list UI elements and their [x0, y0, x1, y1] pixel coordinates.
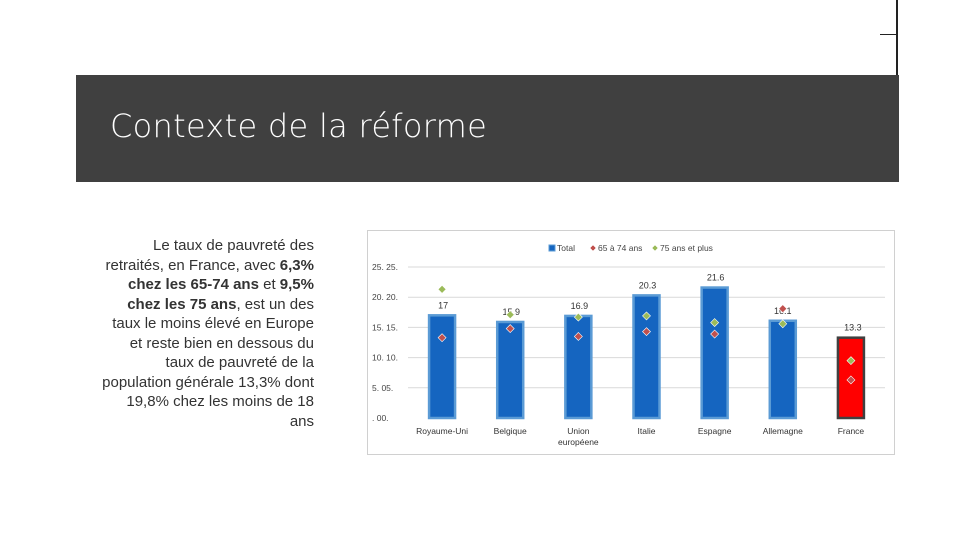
category-label: Union	[567, 426, 589, 436]
marker-65-74	[642, 327, 651, 337]
bar	[564, 314, 593, 420]
category-label: Royaume-Uni	[416, 426, 468, 436]
category-label: Belgique	[494, 426, 527, 436]
category-label: France	[838, 426, 865, 436]
marker-65-74	[778, 304, 788, 314]
chart-frame: 25. 25. 20. 20. 15. 15. 10. 10. 5. 05. . 00. T…	[367, 230, 895, 455]
body-text-bold-75: 9,5% chez les 75 ans	[127, 276, 314, 313]
category-label: Espagne	[698, 426, 732, 436]
y-tick-label: 5. 05.	[372, 383, 393, 393]
category-label: Italie	[638, 426, 656, 436]
marker-75-plus	[642, 311, 651, 321]
body-text-bold-65-74: 6,3% chez les 65-74 ans	[128, 256, 314, 294]
legend-marker	[589, 244, 597, 252]
marker-75-plus	[437, 284, 447, 294]
data-label: 20.3	[639, 280, 657, 290]
body-text-part-3: et	[258, 276, 280, 293]
y-tick-label: 15. 15.	[372, 322, 398, 332]
legend-label: Total	[557, 243, 575, 253]
marker-65-74	[846, 375, 856, 385]
data-label: 16.9	[571, 301, 589, 311]
marker-75-plus	[573, 312, 583, 322]
y-tick-label: 20. 20.	[372, 292, 398, 302]
bar	[700, 286, 729, 420]
y-tick-label: 10. 10.	[372, 353, 398, 363]
legend-label: 75 ans et plus	[660, 243, 713, 253]
marker-65-74	[710, 329, 720, 339]
marker-75-plus	[846, 356, 856, 366]
marker-65-74	[505, 324, 515, 334]
title-band: Contexte de la réforme	[76, 75, 899, 182]
y-tick-label: . 00.	[372, 413, 389, 423]
marker-75-plus	[505, 310, 515, 320]
data-label: 21.6	[707, 273, 725, 283]
marker-65-74	[437, 333, 447, 343]
data-label: 17	[438, 300, 448, 310]
legend-swatch	[548, 244, 556, 252]
marker-65-74	[573, 332, 583, 341]
body-text: Le taux de pauvreté des retraités, en Fr…	[100, 236, 314, 431]
marker-75-plus	[710, 318, 720, 327]
y-tick-label: 25. 25.	[372, 262, 398, 272]
data-label: 13.3	[844, 323, 862, 333]
bar	[427, 314, 457, 420]
decorative-line-horizontal	[880, 34, 898, 35]
category-label: Allemagne	[763, 426, 803, 436]
body-text-part-5: , est un des taux le moins élevé en Euro…	[102, 295, 314, 430]
category-label: européene	[558, 437, 599, 447]
bar	[495, 320, 525, 420]
marker-75-plus	[778, 319, 788, 329]
slide-title: Contexte de la réforme	[110, 107, 488, 145]
legend-label: 65 à 74 ans	[598, 243, 642, 253]
legend-marker	[651, 244, 659, 252]
body-text-part-1: Le taux de pauvreté des retraités, en Fr…	[105, 237, 314, 274]
bar	[768, 319, 798, 420]
decorative-line-vertical	[896, 0, 898, 75]
poverty-rate-chart: 25. 25. 20. 20. 15. 15. 10. 10. 5. 05. . 00. T…	[372, 243, 885, 447]
